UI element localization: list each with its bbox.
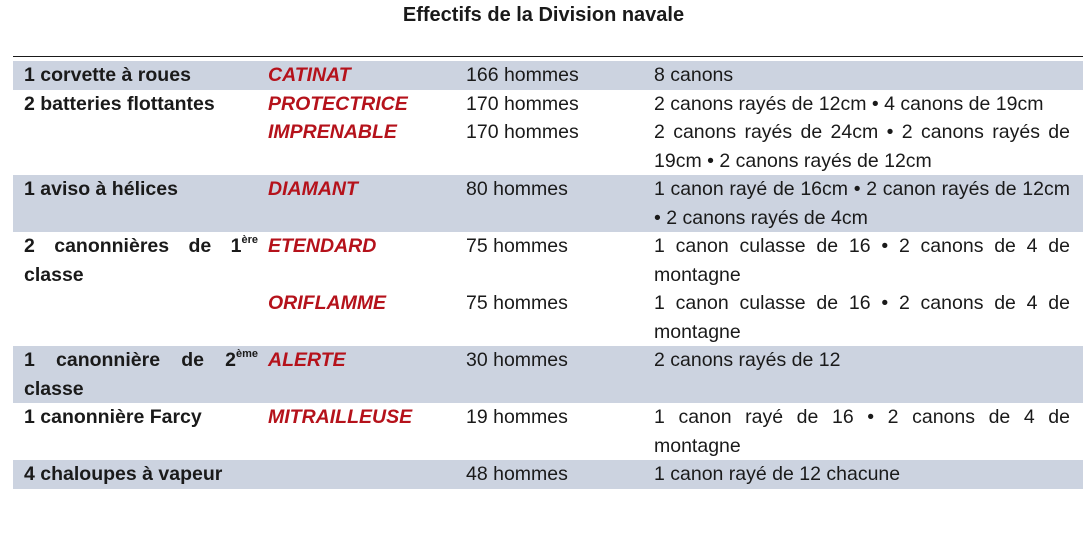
- ship-type-rest: classe: [24, 263, 84, 286]
- ship-type: 1 canonnière Farcy: [24, 406, 202, 428]
- ordinal-suffix: ère: [241, 234, 258, 246]
- table-row: 1 canonnière de 2ème classe ALERTE 30 ho…: [13, 346, 1083, 403]
- ship-name: IMPRENABLE: [268, 121, 397, 143]
- ship-name: MITRAILLEUSE: [268, 406, 413, 428]
- armament: 2 canons rayés de 24cm • 2 canons rayés …: [654, 121, 1070, 172]
- table-row: 1 corvette à roues CATINAT 166 hommes 8 …: [13, 61, 1083, 90]
- ship-name: DIAMANT: [268, 178, 358, 200]
- table-row: 1 aviso à hélices DIAMANT 80 hommes 1 ca…: [13, 175, 1083, 232]
- ship-type: 4 chaloupes à vapeur: [24, 463, 223, 485]
- table-row: 2 canonnières de 1ère classe ETENDARD 75…: [13, 232, 1083, 289]
- table-row: ORIFLAMME 75 hommes 1 canon culasse de 1…: [13, 289, 1083, 346]
- armament: 8 canons: [654, 64, 734, 86]
- crew-count: 75 hommes: [466, 292, 568, 314]
- crew-count: 166 hommes: [466, 64, 579, 86]
- crew-count: 75 hommes: [466, 235, 568, 257]
- armament: 1 canon culasse de 16 • 2 canons de 4 de…: [654, 235, 1070, 286]
- armament: 1 canon rayé de 16cm • 2 canon rayés de …: [654, 178, 1070, 229]
- table-row: 2 batteries flottantes PROTECTRICE 170 h…: [13, 90, 1083, 119]
- ship-name: ALERTE: [268, 349, 346, 371]
- ship-type: 1 aviso à hélices: [24, 178, 178, 200]
- ordinal-suffix: ème: [235, 348, 258, 360]
- ship-type-rest: classe: [24, 377, 84, 400]
- ship-type: 1 corvette à roues: [24, 64, 191, 86]
- ship-name: ETENDARD: [268, 235, 377, 257]
- ship-name: ORIFLAMME: [268, 292, 387, 314]
- ship-name: PROTECTRICE: [268, 92, 408, 115]
- table-row: 4 chaloupes à vapeur 48 hommes 1 canon r…: [13, 460, 1083, 489]
- page-title: Effectifs de la Division navale: [402, 4, 685, 26]
- crew-count: 19 hommes: [466, 406, 568, 428]
- ship-name: CATINAT: [268, 64, 351, 86]
- ship-type: 2 batteries flottantes: [24, 92, 215, 115]
- ship-type-main: 1 canonnière de 2: [24, 349, 236, 371]
- armament: 1 canon culasse de 16 • 2 canons de 4 de…: [654, 292, 1070, 343]
- crew-count: 30 hommes: [466, 349, 568, 371]
- armament: 1 canon rayé de 16 • 2 canons de 4 de mo…: [654, 406, 1070, 457]
- header-rule: [13, 56, 1083, 57]
- armament: 2 canons rayés de 12: [654, 349, 841, 371]
- crew-count: 170 hommes: [466, 92, 579, 115]
- crew-count: 48 hommes: [466, 463, 568, 485]
- ship-type: [13, 289, 268, 346]
- crew-count: 80 hommes: [466, 178, 568, 200]
- ship-type: 2 canonnières de 1ère classe: [13, 232, 268, 289]
- crew-count: 170 hommes: [466, 121, 579, 143]
- ship-type-main: 2 canonnières de 1: [24, 235, 242, 257]
- fleet-table: 1 corvette à roues CATINAT 166 hommes 8 …: [13, 61, 1083, 489]
- table-row: 1 canonnière Farcy MITRAILLEUSE 19 homme…: [13, 403, 1083, 460]
- armament: 2 canons rayés de 12cm • 4 canons de 19c…: [654, 92, 1044, 115]
- table-row: IMPRENABLE 170 hommes 2 canons rayés de …: [13, 118, 1083, 175]
- ship-type: 1 canonnière de 2ème classe: [13, 346, 268, 403]
- ship-type: [13, 118, 268, 175]
- armament: 1 canon rayé de 12 chacune: [654, 463, 901, 485]
- ship-name: [268, 460, 466, 489]
